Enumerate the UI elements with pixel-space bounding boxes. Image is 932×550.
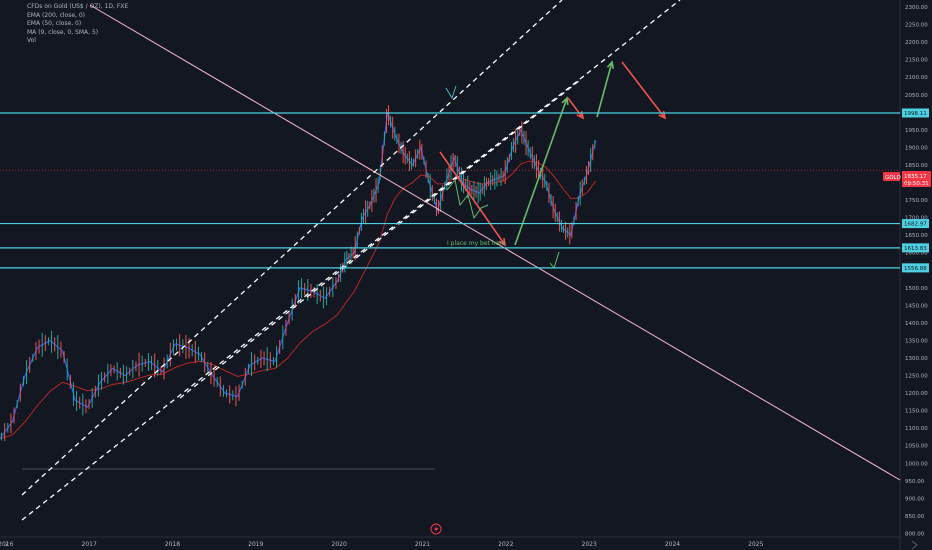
level-badge — [902, 243, 929, 253]
level-label: 1682.97 — [904, 222, 927, 228]
y-tick-label: 1250.00 — [905, 374, 928, 380]
up-arrow-head — [606, 60, 615, 70]
y-tick-label: 1100.00 — [905, 426, 928, 432]
projection-mark — [445, 85, 457, 99]
drawings-layer — [21, 0, 901, 521]
x-tick-label: 2022 — [498, 541, 513, 548]
level-badge — [902, 219, 929, 229]
level-label: 1613.83 — [904, 246, 927, 252]
lightning-icon[interactable] — [430, 523, 442, 535]
x-tick-label: 2018 — [165, 541, 180, 548]
legend-indicator: MA (9, close, 0, SMA, 5) — [27, 28, 99, 36]
channel-line — [21, 0, 681, 521]
y-tick-label: 1400.00 — [905, 321, 928, 327]
zigzag-projection — [446, 178, 489, 220]
y-tick-label: 900.00 — [905, 496, 925, 502]
current-price-label: 1835.17 — [904, 174, 927, 180]
legend-indicator: EMA (50, close, 0) — [27, 20, 82, 27]
price-badge — [902, 171, 931, 187]
level-badge — [902, 263, 929, 273]
up-arrow-head — [561, 96, 569, 106]
y-tick-label: 2150.00 — [905, 58, 928, 64]
x-tick-label: 2023 — [582, 541, 597, 548]
level-badge — [902, 108, 929, 118]
x-tick-label: 2016 — [0, 541, 14, 548]
y-tick-label: 2250.00 — [905, 23, 928, 29]
down-arrow-head — [498, 237, 507, 247]
annotation-text: I place my bet here — [447, 240, 506, 247]
y-tick-label: 2100.00 — [905, 75, 928, 81]
y-tick-label: 1900.00 — [905, 145, 928, 151]
y-tick-label: 1600.00 — [905, 251, 928, 257]
y-tick-label: 2200.00 — [905, 40, 928, 46]
bottom-left-label: 2 — [5, 541, 9, 548]
up-arrow — [514, 97, 568, 246]
y-tick-label: 2050.00 — [905, 93, 928, 99]
lightning-icon-bolt — [434, 525, 439, 533]
y-tick-label: 1500.00 — [905, 286, 928, 292]
y-tick-label: 1750.00 — [905, 198, 928, 204]
y-tick-label: 1950.00 — [905, 128, 928, 134]
ema-line — [0, 160, 597, 440]
x-tick-label: 2021 — [415, 541, 430, 548]
chart-legend: CFDs on Gold (US$ / OZ), 1D, FXE EMA (20… — [27, 3, 128, 46]
legend-indicator: EMA (200, close, 0) — [27, 11, 86, 19]
symbol-badge — [883, 172, 900, 181]
symbol-label: GOLD — [885, 175, 901, 181]
level-label: 1556.88 — [904, 266, 927, 272]
up-arrow — [596, 61, 613, 118]
lightning-icon-circle[interactable] — [430, 523, 442, 535]
current-price-badge: GOLD 1835.17 09:50:31 — [883, 171, 931, 187]
down-arrow — [621, 61, 666, 119]
ema-50-line — [0, 160, 597, 440]
level-label: 1998.11 — [904, 111, 927, 117]
y-tick-label: 1050.00 — [905, 444, 928, 450]
time-axis-end-icon[interactable] — [911, 540, 918, 550]
x-tick-label: 2025 — [748, 541, 763, 548]
down-arrow — [439, 151, 506, 246]
horizontal-levels: 1998.11 1682.97 1613.83 1556.88 — [0, 108, 929, 273]
y-tick-label: 1150.00 — [905, 409, 928, 415]
y-tick-label: 1450.00 — [905, 303, 928, 309]
channel-line — [179, 79, 581, 399]
x-tick-label: 2024 — [665, 541, 680, 548]
descending-trendline — [89, 4, 901, 481]
x-tick-label: 2020 — [332, 541, 347, 548]
price-series — [0, 105, 597, 442]
y-tick-label: 950.00 — [905, 479, 925, 485]
y-tick-label: 1650.00 — [905, 233, 928, 239]
y-tick-label: 1300.00 — [905, 356, 928, 362]
legend-indicator: Vol — [27, 37, 36, 44]
x-tick-label: 2017 — [82, 541, 97, 548]
y-tick-label: 2300.00 — [905, 5, 928, 11]
y-tick-label: 1200.00 — [905, 391, 928, 397]
y-tick-label: 1850.00 — [905, 163, 928, 169]
x-axis-ticks: 2016 2017 2018 2019 2020 2021 2022 2023 2024 2025 — [0, 541, 764, 548]
y-tick-label: 800.00 — [905, 531, 925, 537]
countdown-label: 09:50:31 — [904, 181, 929, 187]
y-tick-label: 1000.00 — [905, 461, 928, 467]
x-tick-label: 2019 — [248, 541, 263, 548]
legend-title: CFDs on Gold (US$ / OZ), 1D, FXE — [27, 3, 129, 10]
y-tick-label: 1700.00 — [905, 216, 928, 222]
down-arrow — [567, 97, 584, 119]
y-tick-label: 850.00 — [905, 514, 925, 520]
y-tick-label: 1350.00 — [905, 338, 928, 344]
